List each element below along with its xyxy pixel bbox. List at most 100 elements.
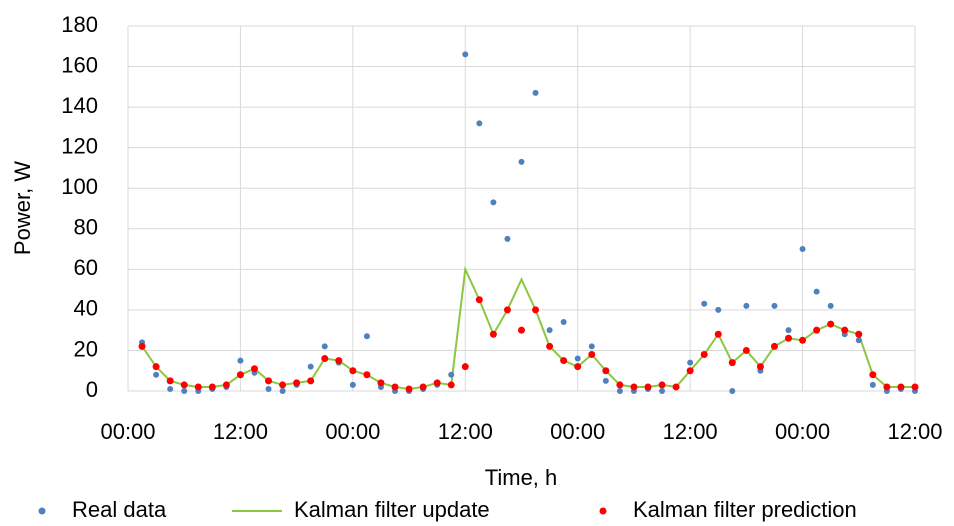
data-point	[630, 383, 638, 391]
data-point	[250, 365, 258, 373]
y-tick-label: 0	[86, 377, 98, 402]
data-point	[419, 383, 427, 391]
data-point	[503, 306, 511, 314]
data-point	[672, 383, 680, 391]
data-point	[307, 377, 315, 385]
data-point	[490, 199, 497, 206]
data-point	[546, 342, 554, 350]
data-point	[489, 330, 497, 338]
data-point	[869, 381, 876, 388]
data-point	[729, 388, 736, 394]
x-tick-label: 12:00	[213, 419, 268, 444]
data-point	[180, 381, 188, 389]
x-tick-label: 12:00	[663, 419, 718, 444]
data-point	[447, 381, 455, 389]
y-tick-label: 180	[61, 12, 98, 37]
x-tick-label: 00:00	[325, 419, 380, 444]
data-point	[222, 381, 230, 389]
data-point	[279, 388, 286, 394]
data-point	[560, 357, 568, 365]
data-point	[574, 363, 582, 371]
data-point	[532, 89, 539, 96]
data-point	[181, 388, 188, 394]
data-point	[363, 333, 370, 340]
y-tick-label: 80	[74, 215, 98, 240]
data-point	[349, 367, 357, 375]
x-axis-title: Time, h	[485, 465, 558, 490]
data-point	[743, 302, 750, 309]
data-point	[728, 359, 736, 367]
data-point	[883, 383, 891, 391]
y-tick-label: 100	[61, 174, 98, 199]
data-point	[518, 326, 525, 334]
y-tick-label: 160	[61, 52, 98, 77]
data-point	[236, 371, 244, 379]
legend-swatch	[599, 507, 607, 515]
data-point	[602, 377, 609, 384]
data-point	[321, 355, 329, 363]
data-line	[141, 265, 915, 390]
data-point	[659, 388, 666, 394]
data-point	[307, 363, 314, 370]
y-tick-label: 60	[74, 255, 98, 280]
data-point	[827, 302, 834, 309]
data-point	[588, 351, 596, 358]
data-point	[813, 288, 820, 295]
y-tick-label: 120	[61, 133, 98, 158]
data-point	[377, 379, 385, 387]
data-point	[208, 383, 216, 391]
x-tick-label: 12:00	[438, 419, 493, 444]
data-point	[279, 381, 287, 389]
data-point	[448, 371, 455, 378]
x-tick-label: 00:00	[775, 419, 830, 444]
data-point	[391, 383, 399, 391]
data-point	[433, 379, 441, 387]
data-point	[138, 342, 146, 350]
data-point	[855, 330, 863, 338]
data-point	[714, 330, 722, 338]
data-point	[265, 377, 273, 385]
data-point	[742, 346, 750, 354]
data-point	[166, 377, 174, 385]
data-point	[588, 343, 595, 350]
data-point	[701, 300, 708, 307]
data-point	[518, 158, 525, 165]
data-point	[153, 371, 160, 378]
data-point	[686, 367, 694, 375]
data-point	[574, 355, 581, 362]
data-point	[799, 246, 806, 253]
data-point	[715, 306, 722, 313]
x-tick-label: 00:00	[550, 419, 605, 444]
x-tick-label: 00:00	[100, 419, 155, 444]
data-point	[869, 371, 877, 379]
data-point	[616, 388, 623, 394]
data-point	[321, 343, 328, 350]
y-tick-label: 40	[74, 296, 98, 321]
data-point	[363, 371, 371, 379]
data-point	[405, 385, 413, 393]
data-point	[475, 296, 483, 304]
data-point	[265, 385, 272, 392]
legend-label: Kalman filter update	[294, 497, 490, 522]
y-axis-title: Power, W	[10, 161, 35, 255]
legend-label: Real data	[72, 497, 167, 522]
data-point	[813, 326, 821, 334]
legend-label: Kalman filter prediction	[633, 497, 857, 522]
data-point	[462, 51, 469, 58]
data-point	[532, 306, 540, 314]
x-tick-label: 12:00	[887, 419, 942, 444]
data-point	[546, 327, 553, 334]
data-point	[461, 363, 469, 371]
data-point	[476, 120, 483, 127]
data-point	[785, 334, 793, 342]
data-point	[335, 357, 343, 365]
data-point	[237, 357, 244, 364]
data-point	[827, 320, 835, 328]
data-point	[841, 326, 849, 334]
data-point	[194, 383, 202, 391]
data-point	[700, 351, 708, 358]
data-point	[855, 337, 862, 344]
data-point	[644, 383, 652, 391]
data-point	[349, 381, 356, 388]
y-tick-label: 140	[61, 93, 98, 118]
